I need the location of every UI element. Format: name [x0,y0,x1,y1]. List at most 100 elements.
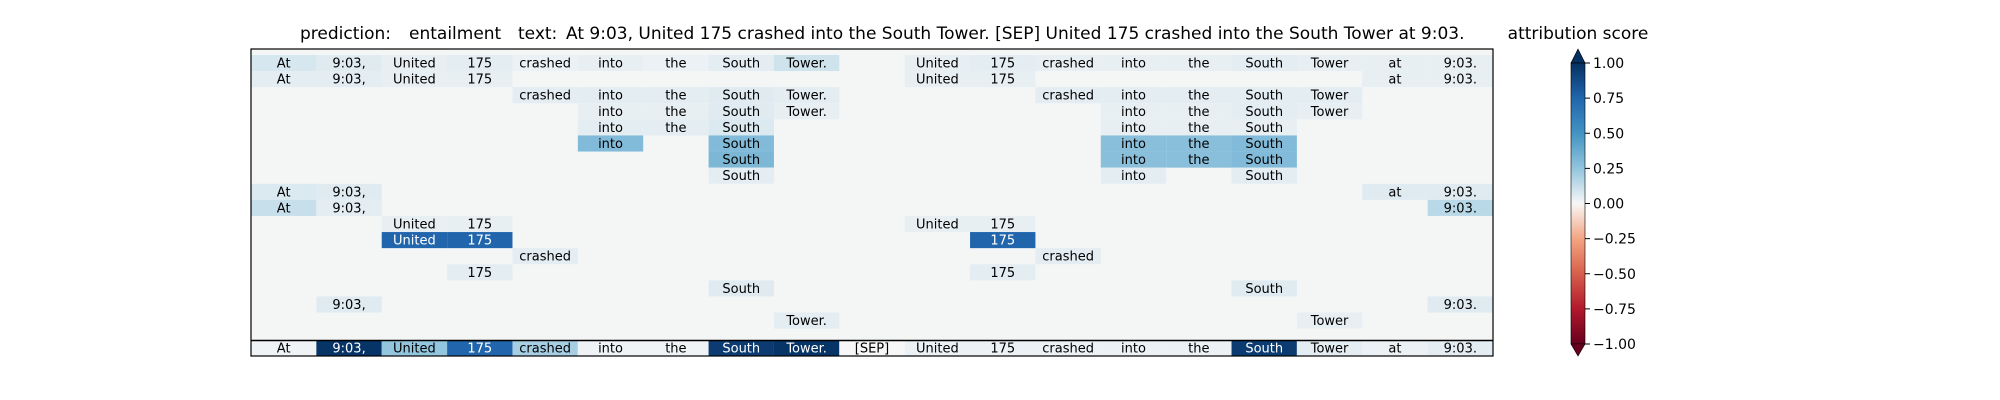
heatmap-cell-label: 9:03, [332,57,365,72]
colorbar-ticks: 1.00 0.75 0.50 0.25 0.00 −0.25 −0.50 −0.75 −1.00 [1585,56,1636,353]
heatmap-cell [1362,71,1428,88]
summary-cell [1166,341,1232,356]
heatmap-cell-label: At [277,73,291,88]
heatmap-cell [381,215,448,233]
heatmap-cell-label: Tower. [785,105,827,120]
heatmap-cell [1231,280,1297,297]
heatmap-cell [904,71,971,88]
heatmap-cell [643,119,709,136]
heatmap-cell [1231,167,1297,184]
heatmap-cell-label: 175 [990,218,1015,233]
summary-cell [1035,341,1101,356]
heatmap-cell-label: South [1245,89,1283,104]
colorbar: 1.00 0.75 0.50 0.25 0.00 −0.25 −0.50 −0.75 −1.00 [1570,48,1636,357]
heatmap-cell-label: At [277,201,291,216]
heatmap-cell [577,119,644,136]
colorbar-tick-label: −1.00 [1593,337,1636,353]
heatmap-cell-label: into [598,57,623,72]
heatmap-cell [1427,71,1493,88]
heatmap-cell [1231,135,1297,152]
heatmap-cell [773,312,840,329]
summary-cell [1231,341,1297,356]
heatmap-cell-label: 175 [467,266,492,281]
summary-cell-label: into [598,342,623,357]
heatmap-cell [251,54,317,72]
heatmap-cell-label: the [1188,137,1209,152]
heatmap-cell [708,280,774,297]
heatmap-cell [577,87,644,104]
summary-cell-label: 9:03, [332,342,365,357]
heatmap-cell-label: the [665,89,686,104]
summary-cell-label: [SEP] [855,342,889,357]
summary-cell-label: United [916,342,959,357]
heatmap-cell-label: South [1245,57,1283,72]
heatmap-cell-label: Tower [1310,89,1349,104]
heatmap-cell [381,232,448,249]
summary-row: At 9:03, United 175 crashed into the South Tower… [251,341,1493,357]
heatmap-cell-label: Tower. [785,314,827,329]
colorbar-tick-label: 0.25 [1593,161,1624,177]
heatmap-cell [708,87,774,104]
heatmap-cell-label: 9:03. [1444,73,1477,88]
heatmap-cell-label: South [1245,282,1283,297]
heatmap-cell [970,264,1036,281]
colorbar-tick-label: 0.00 [1593,197,1624,213]
heatmap-cell [708,167,774,184]
heatmap-cell [1035,248,1101,265]
heatmap-cell-label: South [722,57,760,72]
heatmap-cell [1231,103,1297,120]
summary-cell-label: 175 [467,342,492,357]
heatmap-cell [643,87,709,104]
heatmap-cell-label: crashed [1042,250,1094,265]
heatmap-cell-label: United [916,73,959,88]
summary-cell-label: At [277,342,291,357]
heatmap-cell [512,248,578,265]
heatmap-cell [1427,199,1493,216]
heatmap-cell [1100,87,1167,104]
colorbar-gradient [1570,62,1586,345]
heatmap-cell [1427,183,1493,200]
heatmap-cell-label: into [598,105,623,120]
heatmap-cell [1166,135,1232,152]
heatmap-cell [447,264,513,281]
heatmap-cell-label: 9:03, [332,73,365,88]
heatmap-cell-label: South [722,169,760,184]
heatmap-cell-label: 175 [467,57,492,72]
summary-cell-label: the [1188,342,1209,357]
heatmap-cell [1296,312,1363,329]
heatmap-cell-label: crashed [519,250,571,265]
heatmap-cell-label: 9:03. [1444,201,1477,216]
heatmap-cell-label: into [598,137,623,152]
colorbar-tick-label: 0.50 [1593,126,1624,142]
heatmap-cell-label: 9:03, [332,298,365,313]
heatmap-cell-label: crashed [519,57,571,72]
heatmap-cell [1166,103,1232,120]
heatmap-cell-label: 175 [990,73,1015,88]
text-value: At 9:03, United 175 crashed into the Sou… [566,24,1465,44]
heatmap-cell [708,119,774,136]
heatmap-cell-label: 175 [990,266,1015,281]
summary-cell [773,341,840,356]
colorbar-tick-label: −0.75 [1593,302,1636,318]
heatmap-cell-label: South [1245,121,1283,136]
heatmap-cell [643,103,709,120]
heatmap-cell-label: into [1121,121,1146,136]
heatmap-cell-label: 9:03. [1444,57,1477,72]
heatmap-cell [1035,54,1101,72]
heatmap-cell-label: into [1121,137,1146,152]
summary-cell-label: the [665,342,686,357]
heatmap-cell-label: into [598,89,623,104]
summary-cell-label: South [722,342,760,357]
heatmap-cell [970,71,1036,88]
heatmap-cell-label: 9:03. [1444,298,1477,313]
heatmap-cell-label: United [916,218,959,233]
summary-cell [512,341,578,356]
heatmap-cell-label: Tower [1310,314,1349,329]
heatmap-cell-label: at [1388,57,1401,72]
heatmap-cell-label: into [1121,105,1146,120]
heatmap-cell [316,199,382,216]
heatmap-cell-label: 9:03, [332,185,365,200]
heatmap-cell-label: 175 [990,57,1015,72]
heatmap-cell [1100,151,1167,168]
heatmap-cell-label: the [665,105,686,120]
